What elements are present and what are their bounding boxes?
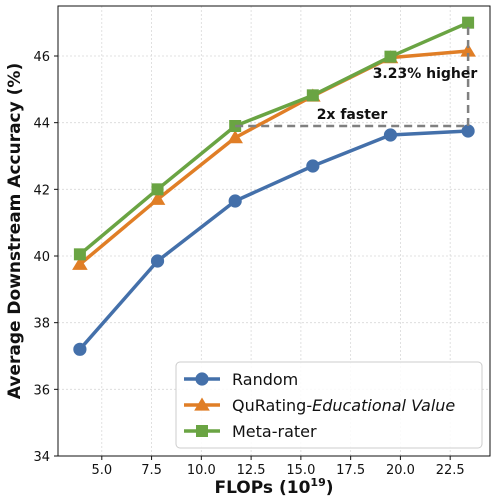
legend-swatch-marker (196, 425, 208, 437)
y-tick-label: 40 (33, 250, 50, 265)
x-axis-label-paren-open: ( (273, 478, 287, 498)
legend-entry-1: Random (184, 370, 298, 389)
x-tick-label: 7.5 (141, 463, 162, 478)
series-2-point (149, 191, 166, 205)
series-1-point (306, 159, 320, 173)
series-1 (73, 124, 475, 356)
series-1-point (461, 124, 475, 138)
legend-label: QuRating-Educational Value (232, 396, 455, 415)
x-axis-label-paren-close: ) (326, 478, 334, 498)
x-axis-label-exponent-base: 10 (287, 478, 311, 498)
legend-label-prefix: QuRating- (232, 396, 312, 415)
y-tick-label: 38 (33, 317, 50, 332)
annotation-faster-label: 2x faster (317, 107, 388, 123)
legend-swatch-marker (195, 372, 209, 386)
x-axis-ticks: 5.0 7.5 10.0 12.5 15.0 17.5 20.0 22.5 (91, 456, 465, 478)
legend-swatch-marker (194, 397, 210, 411)
series-3-point (151, 183, 164, 196)
legend-entries: Random QuRating-Educational Value Meta-rat… (184, 370, 455, 441)
series-3-point (73, 248, 86, 261)
x-tick-label: 5.0 (91, 463, 112, 478)
x-axis-label: FLOPs (1019) (214, 476, 333, 498)
y-tick-label: 34 (33, 450, 50, 465)
x-tick-label: 10.0 (187, 463, 216, 478)
legend-entry-2: QuRating-Educational Value (184, 396, 455, 415)
x-tick-label: 20.0 (386, 463, 415, 478)
y-tick-label: 36 (33, 383, 50, 398)
series-3-line (78, 21, 469, 256)
series-3-point (384, 50, 397, 63)
series-2-point (460, 43, 476, 57)
annotation-higher-label: 3.23% higher (373, 66, 478, 82)
series-3 (73, 16, 475, 261)
x-tick-label: 12.5 (237, 463, 266, 478)
legend-label: Meta-rater (232, 422, 317, 441)
series-3-point (306, 89, 319, 102)
x-axis-label-exponent: 19 (310, 476, 325, 489)
series-1-line (78, 129, 469, 351)
legend-label-italic: Educational Value (312, 396, 455, 415)
series-layer (72, 16, 476, 356)
x-tick-label: 17.5 (336, 463, 365, 478)
x-tick-label: 15.0 (286, 463, 315, 478)
series-2-point (72, 256, 88, 270)
x-axis-label-text: FLOPs (214, 478, 273, 498)
y-tick-label: 42 (33, 183, 50, 198)
legend-entry-3: Meta-rater (184, 422, 317, 441)
x-tick-label: 22.5 (436, 463, 465, 478)
plot-frame (57, 5, 491, 457)
annotation-layer: 2x faster 3.23% higher (235, 22, 478, 128)
series-1-point (383, 128, 398, 142)
series-3-point (462, 16, 475, 29)
y-tick-label: 44 (33, 117, 50, 132)
legend-box (175, 361, 483, 449)
legend-label: Random (232, 370, 298, 389)
y-axis-ticks: 34 36 38 40 42 44 46 (33, 50, 58, 465)
y-tick-label: 46 (33, 50, 50, 65)
series-1-point (228, 194, 242, 208)
series-2-line (78, 49, 469, 266)
legend: Random QuRating-Educational Value Meta-rat… (175, 361, 483, 449)
series-1-point (150, 254, 165, 268)
y-axis-label: Average Downstream Accuracy (%) (5, 63, 25, 399)
series-2-point (227, 130, 243, 144)
series-1-point (73, 342, 87, 356)
